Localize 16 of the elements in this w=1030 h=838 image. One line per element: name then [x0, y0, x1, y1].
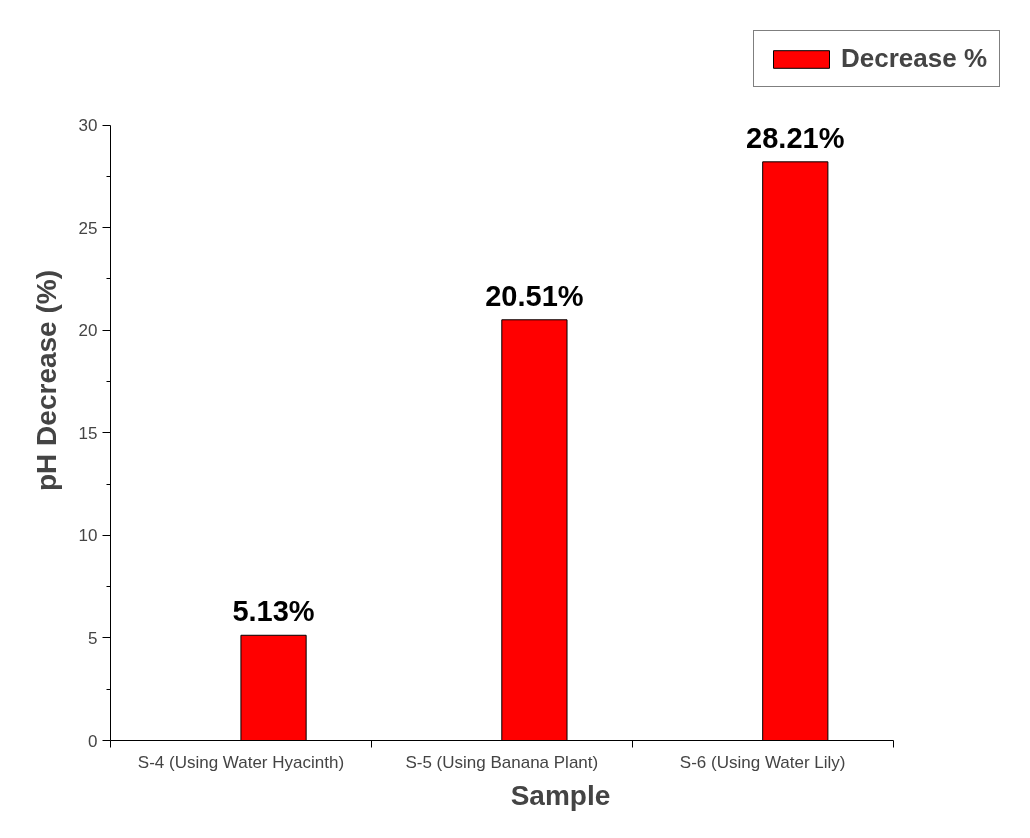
x-tick-label: S-4 (Using Water Hyacinth) [137, 752, 345, 772]
x-tick-label: S-5 (Using Banana Plant) [405, 752, 599, 772]
y-tick-label: 5 [88, 628, 98, 648]
data-label: 28.21% [746, 121, 845, 154]
y-tick-label: 20 [78, 321, 98, 341]
y-tick-label: 15 [78, 423, 98, 443]
x-tick-label: S-6 (Using Water Lily) [679, 752, 846, 772]
legend-label: Decrease % [841, 43, 987, 74]
data-label: 20.51% [485, 279, 584, 312]
y-tick-label: 0 [88, 731, 98, 751]
data-label: 5.13% [232, 595, 315, 628]
y-tick-label: 25 [78, 218, 98, 238]
y-tick-label: 30 [78, 116, 98, 136]
x-axis-title: Sample [510, 779, 611, 811]
y-axis-title: pH Decrease (%) [30, 270, 62, 491]
y-tick-label: 10 [78, 526, 98, 546]
